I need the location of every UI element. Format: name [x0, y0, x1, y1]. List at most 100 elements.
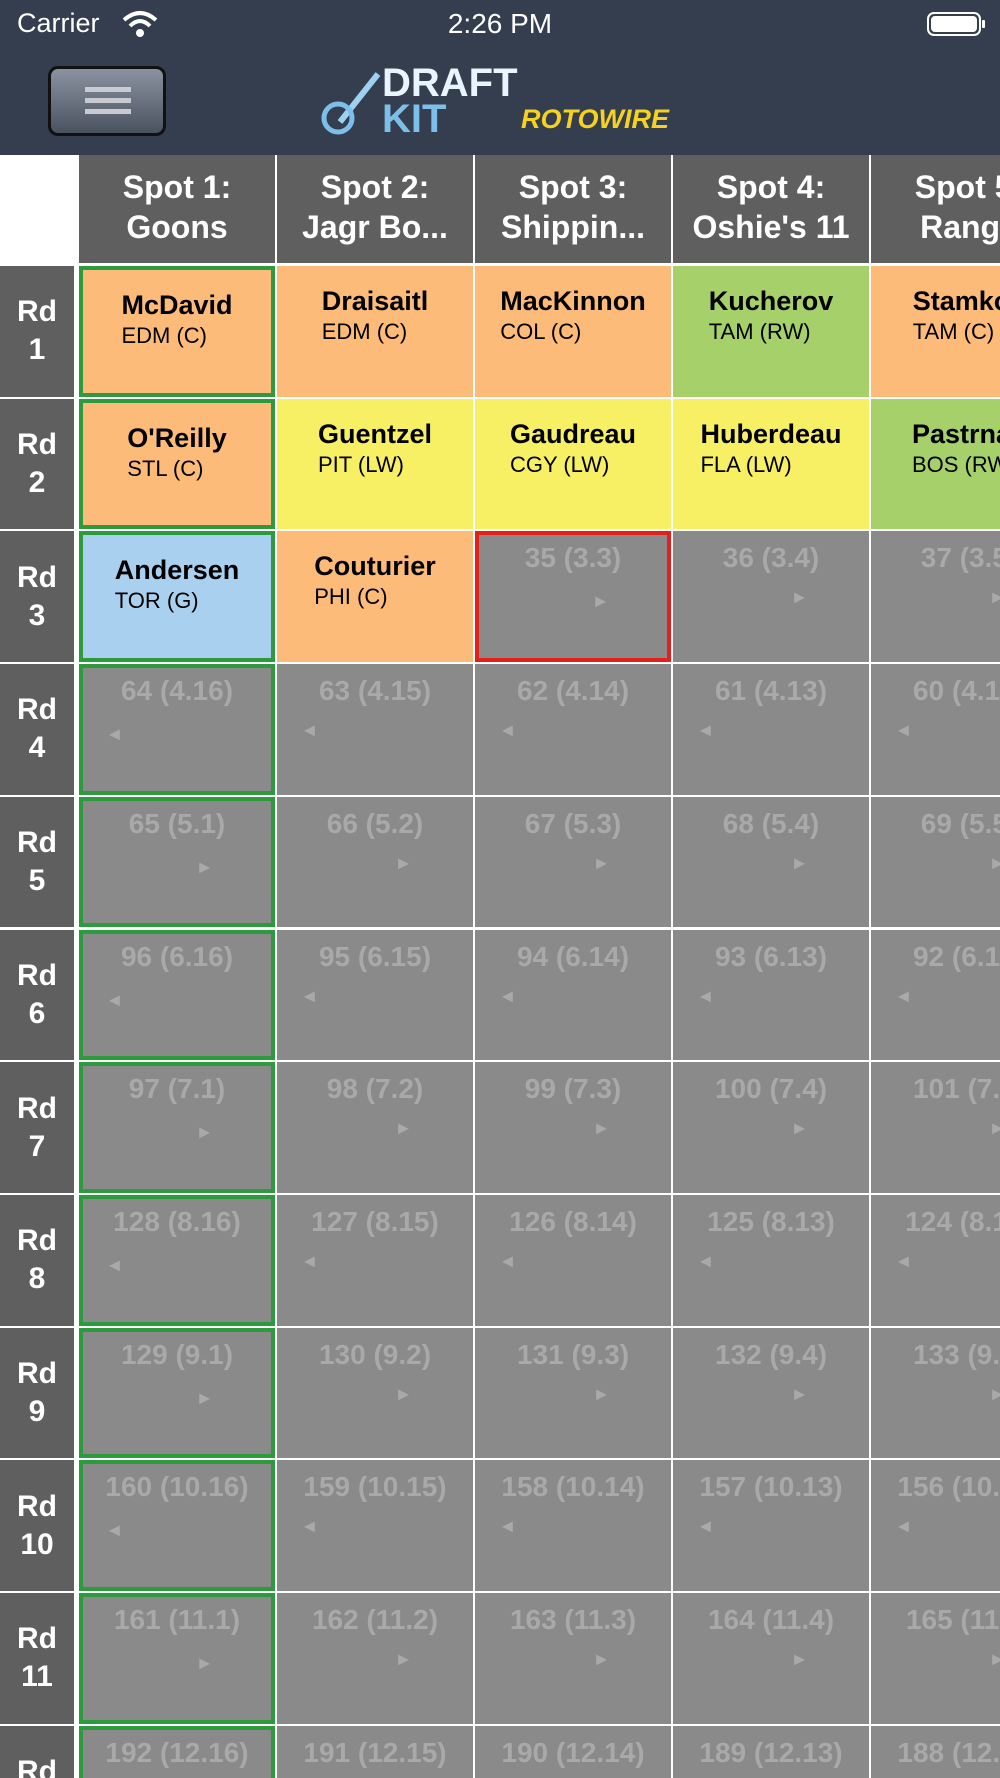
round-label: Rd 5 — [0, 796, 74, 928]
pick-cell[interactable]: 96 (6.16) ◄ — [79, 929, 275, 1061]
round-label: Rd 9 — [0, 1327, 74, 1459]
direction-arrow: ◄ — [498, 985, 517, 1006]
pick-cell[interactable]: 126 (8.14) ◄ — [475, 1194, 671, 1326]
pick-cell[interactable]: 66 (5.2) ► — [277, 796, 473, 928]
pick-cell[interactable]: 62 (4.14) ◄ — [475, 664, 671, 795]
pick-cell[interactable]: 159 (10.15) ◄ — [277, 1460, 473, 1591]
pick-cell[interactable]: 35 (3.3) ► — [475, 531, 671, 663]
pick-cell[interactable]: 125 (8.13) ◄ — [673, 1194, 869, 1326]
direction-arrow: ◄ — [105, 1520, 124, 1541]
pick-number: 67 (5.3) — [524, 807, 622, 839]
pick-number: 101 (7.5) — [912, 1073, 1000, 1105]
player-team: PHI (C) — [314, 584, 388, 610]
pick-number: 124 (8.12) — [905, 1205, 1000, 1237]
player-name: Gaudreau — [509, 418, 637, 449]
pick-cell[interactable]: 128 (8.16) ◄ — [79, 1194, 275, 1326]
menu-button[interactable] — [48, 66, 166, 136]
direction-arrow: ◄ — [696, 985, 715, 1006]
pick-cell[interactable]: 131 (9.3) ► — [475, 1327, 671, 1459]
player-cell[interactable]: McDavid EDM (C) — [79, 266, 275, 397]
pick-number: 130 (9.2) — [318, 1338, 432, 1370]
column-header: Spot 4: Oshie's 11 — [673, 155, 869, 263]
player-cell[interactable]: Guentzel PIT (LW) — [277, 398, 473, 530]
pick-cell[interactable]: 63 (4.15) ◄ — [277, 664, 473, 795]
pick-cell[interactable]: 94 (6.14) ◄ — [475, 929, 671, 1061]
pick-cell[interactable]: 162 (11.2) ► — [277, 1593, 473, 1724]
player-info: Stamkos TAM (C) — [913, 284, 1000, 346]
pick-cell[interactable]: 124 (8.12) ◄ — [871, 1194, 1000, 1326]
pick-cell[interactable]: 60 (4.12) ◄ — [871, 664, 1000, 795]
pick-cell[interactable]: 37 (3.5) ► — [871, 531, 1000, 663]
pick-cell[interactable]: 188 (12.12)◄ — [871, 1725, 1000, 1778]
player-name: Stamkos — [912, 286, 1000, 316]
pick-cell[interactable]: 158 (10.14) ◄ — [475, 1460, 671, 1591]
round-prefix: Rd — [17, 1489, 57, 1523]
pick-cell[interactable]: 99 (7.3) ► — [475, 1062, 671, 1193]
pick-cell[interactable]: 36 (3.4) ► — [673, 531, 869, 663]
direction-arrow: ◄ — [894, 1250, 913, 1271]
pick-number: 95 (6.15) — [318, 940, 432, 972]
player-cell[interactable]: Draisaitl EDM (C) — [277, 266, 473, 397]
pick-cell[interactable]: 68 (5.4) ► — [673, 796, 869, 928]
pick-cell[interactable]: 92 (6.12) ◄ — [871, 929, 1000, 1061]
round-label: Rd 3 — [0, 531, 74, 663]
pick-number: 161 (11.1) — [113, 1604, 241, 1635]
player-name: Guentzel — [317, 418, 432, 449]
pick-number: 163 (11.3) — [509, 1604, 637, 1635]
pick-cell[interactable]: 156 (10.12) ◄ — [871, 1460, 1000, 1591]
player-info: Couturier PHI (C) — [314, 549, 436, 611]
pick-number: 131 (9.3) — [516, 1338, 630, 1370]
pick-cell[interactable]: 191 (12.15)◄ — [277, 1725, 473, 1778]
player-team: CGY (LW) — [509, 451, 610, 477]
direction-arrow: ◄ — [105, 724, 124, 745]
direction-arrow: ◄ — [894, 1516, 913, 1537]
player-name: Pastrnak — [911, 418, 1000, 449]
player-team: TAM (C) — [912, 319, 995, 344]
pick-cell[interactable]: 93 (6.13) ◄ — [673, 929, 869, 1061]
pick-cell[interactable]: 61 (4.13) ◄ — [673, 664, 869, 795]
round-prefix: Rd — [17, 295, 57, 329]
player-info: Guentzel PIT (LW) — [318, 417, 432, 479]
pick-cell[interactable]: 95 (6.15) ◄ — [277, 929, 473, 1061]
pick-cell[interactable]: 130 (9.2) ► — [277, 1327, 473, 1459]
pick-cell[interactable]: 132 (9.4) ► — [673, 1327, 869, 1459]
player-cell[interactable]: Andersen TOR (G) — [79, 531, 275, 663]
player-cell[interactable]: Stamkos TAM (C) — [871, 266, 1000, 397]
player-info: Kucherov TAM (RW) — [709, 284, 834, 346]
pick-cell[interactable]: 101 (7.5) ► — [871, 1062, 1000, 1193]
pick-cell[interactable]: 97 (7.1) ► — [79, 1062, 275, 1193]
round-label: Rd 1 — [0, 266, 74, 397]
player-cell[interactable]: O'Reilly STL (C) — [79, 398, 275, 530]
pick-cell[interactable]: 164 (11.4) ► — [673, 1593, 869, 1724]
pick-cell[interactable]: 129 (9.1) ► — [79, 1327, 275, 1459]
player-cell[interactable]: Kucherov TAM (RW) — [673, 266, 869, 397]
pick-cell[interactable]: 67 (5.3) ► — [475, 796, 671, 928]
pick-cell[interactable]: 64 (4.16) ◄ — [79, 664, 275, 795]
pick-cell[interactable]: 160 (10.16) ◄ — [79, 1460, 275, 1591]
player-name: MacKinnon — [500, 286, 646, 316]
pick-cell[interactable]: 189 (12.13)◄ — [673, 1725, 869, 1778]
pick-cell[interactable]: 98 (7.2) ► — [277, 1062, 473, 1193]
player-team: PIT (LW) — [317, 451, 404, 477]
pick-cell[interactable]: 127 (8.15) ◄ — [277, 1194, 473, 1326]
player-cell[interactable]: PastrnakBOS (RW) — [871, 398, 1000, 530]
pick-cell[interactable]: 65 (5.1) ► — [79, 796, 275, 928]
player-cell[interactable]: Couturier PHI (C) — [277, 531, 473, 663]
player-info: MacKinnon COL (C) — [500, 284, 646, 346]
round-prefix: Rd — [17, 560, 57, 594]
pick-cell[interactable]: 133 (9.5) ► — [871, 1327, 1000, 1459]
pick-number: 99 (7.3) — [524, 1073, 622, 1105]
player-cell[interactable]: MacKinnon COL (C) — [475, 266, 671, 397]
player-cell[interactable]: Huberdeau FLA (LW) — [673, 398, 869, 530]
pick-cell[interactable]: 100 (7.4) ► — [673, 1062, 869, 1193]
pick-cell[interactable]: 69 (5.5) ► — [871, 796, 1000, 928]
pick-cell[interactable]: 165 (11.5) ► — [871, 1593, 1000, 1724]
round-number: 6 — [28, 996, 46, 1030]
pick-cell[interactable]: 163 (11.3) ► — [475, 1593, 671, 1724]
player-cell[interactable]: Gaudreau CGY (LW) — [475, 398, 671, 530]
pick-cell[interactable]: 190 (12.14)◄ — [475, 1725, 671, 1778]
pick-cell[interactable]: 157 (10.13) ◄ — [673, 1460, 869, 1591]
player-info: Andersen TOR (G) — [115, 553, 240, 615]
pick-cell[interactable]: 192 (12.16)◄ — [79, 1725, 275, 1778]
pick-cell[interactable]: 161 (11.1) ► — [79, 1593, 275, 1724]
